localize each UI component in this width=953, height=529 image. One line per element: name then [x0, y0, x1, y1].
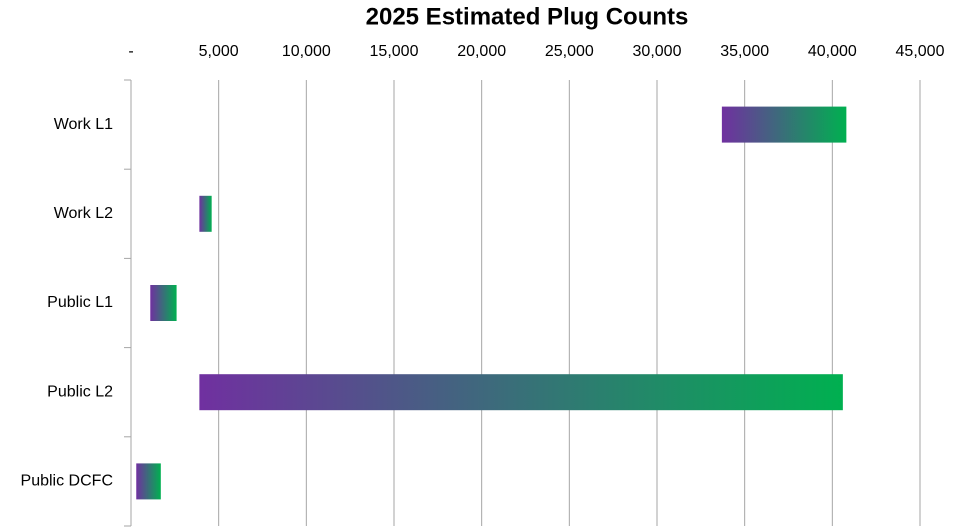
chart-title: 2025 Estimated Plug Counts — [366, 3, 689, 30]
bar — [136, 463, 161, 500]
x-tick-label: 25,000 — [545, 43, 594, 60]
x-tick-label: 40,000 — [808, 43, 857, 60]
y-tick-label: Work L1 — [54, 116, 113, 133]
x-tick-label: - — [128, 43, 133, 60]
x-tick-label: 20,000 — [457, 43, 506, 60]
x-tick-label: 35,000 — [720, 43, 769, 60]
y-tick-label: Work L2 — [54, 205, 113, 222]
x-tick-label: 45,000 — [896, 43, 945, 60]
x-tick-label: 10,000 — [282, 43, 331, 60]
bar — [721, 106, 847, 143]
x-tick-label: 15,000 — [370, 43, 419, 60]
bar — [199, 374, 843, 411]
bar — [150, 285, 177, 321]
y-tick-label: Public L2 — [47, 383, 113, 400]
x-tick-label: 30,000 — [633, 43, 682, 60]
y-tick-label: Public DCFC — [21, 473, 113, 490]
y-tick-label: Public L1 — [47, 294, 113, 311]
bar — [199, 195, 212, 232]
x-tick-label: 5,000 — [199, 43, 239, 60]
